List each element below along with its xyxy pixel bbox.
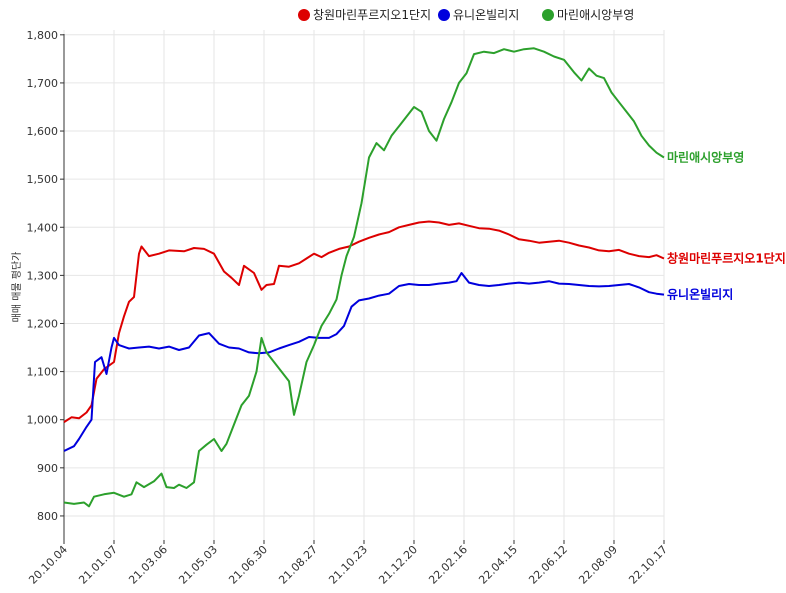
y-tick-label: 1,500 bbox=[27, 173, 59, 186]
y-tick-label: 1,300 bbox=[27, 269, 59, 282]
y-axis: 800 900 1,000 1,100 1,200 1,300 1,400 1,500 1,60… bbox=[27, 29, 64, 523]
legend[interactable]: 창원마린푸르지오1단지 유니온빌리지 마린애시앙부영 bbox=[298, 8, 634, 22]
legend-label: 마린애시앙부영 bbox=[557, 8, 634, 22]
legend-marker bbox=[438, 9, 450, 21]
series-line-1 bbox=[63, 220, 665, 423]
y-tick-label: 900 bbox=[37, 462, 58, 475]
x-tick-label: 21.01.07 bbox=[76, 543, 120, 587]
legend-item-3[interactable]: 마린애시앙부영 bbox=[542, 8, 634, 22]
series-end-label-1: 창원마린푸르지오1단지 bbox=[667, 251, 786, 266]
y-axis-label: 매매 매물 평단가 bbox=[11, 252, 23, 323]
x-tick-label: 22.04.15 bbox=[476, 543, 520, 587]
y-tick-label: 1,700 bbox=[27, 77, 59, 90]
legend-label: 유니온빌리지 bbox=[453, 8, 519, 22]
x-tick-label: 21.08.27 bbox=[276, 543, 320, 587]
series-line-3 bbox=[63, 47, 665, 508]
legend-item-2[interactable]: 유니온빌리지 bbox=[438, 8, 519, 22]
y-tick-label: 1,200 bbox=[27, 317, 59, 330]
y-tick-label: 1,400 bbox=[27, 221, 59, 234]
x-tick-label: 21.12.20 bbox=[376, 543, 420, 587]
y-tick-label: 1,100 bbox=[27, 366, 59, 379]
x-tick-label: 22.10.17 bbox=[626, 543, 670, 587]
x-tick-label: 22.08.09 bbox=[576, 543, 620, 587]
legend-item-1[interactable]: 창원마린푸르지오1단지 bbox=[298, 8, 431, 22]
series-end-label-3: 마린애시앙부영 bbox=[667, 150, 744, 165]
x-axis: 20.10.04 21.01.07 21.03.06 21.05.03 21.06.30… bbox=[26, 540, 670, 587]
series-line-2 bbox=[63, 272, 665, 452]
y-tick-label: 1,000 bbox=[27, 414, 59, 427]
y-tick-label: 1,800 bbox=[27, 29, 59, 42]
series-group bbox=[63, 47, 665, 508]
series-end-label-2: 유니온빌리지 bbox=[667, 287, 733, 302]
legend-label: 창원마린푸르지오1단지 bbox=[313, 8, 431, 22]
x-tick-label: 21.03.06 bbox=[126, 543, 170, 587]
x-tick-label: 21.05.03 bbox=[176, 543, 220, 587]
y-tick-label: 800 bbox=[37, 510, 58, 523]
x-tick-label: 22.06.12 bbox=[526, 543, 570, 587]
x-tick-label: 22.02.16 bbox=[426, 543, 470, 587]
x-tick-label: 20.10.04 bbox=[26, 543, 70, 587]
x-tick-label: 21.10.23 bbox=[326, 543, 370, 587]
legend-marker bbox=[542, 9, 554, 21]
x-tick-label: 21.06.30 bbox=[226, 543, 270, 587]
y-tick-label: 1,600 bbox=[27, 125, 59, 138]
legend-marker bbox=[298, 9, 310, 21]
